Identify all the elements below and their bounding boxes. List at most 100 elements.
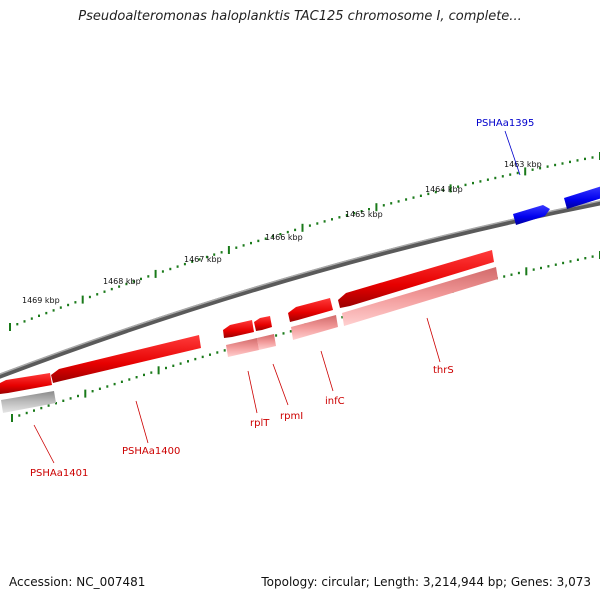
lower-track-minor-tick — [25, 411, 28, 415]
upper-track-minor-tick — [323, 220, 326, 223]
upper-track-minor-tick — [257, 239, 260, 243]
upper-track-minor-tick — [147, 275, 150, 278]
upper-track-minor-tick — [205, 255, 208, 259]
upper-track-minor-tick — [286, 230, 289, 234]
lower-track-minor-tick — [576, 258, 579, 261]
lower-track-minor-tick — [113, 382, 116, 386]
upper-track-minor-tick — [390, 202, 393, 205]
upper-tick-track — [9, 152, 600, 331]
lower-track-minor-tick — [209, 353, 211, 356]
backbone-arc — [0, 200, 600, 379]
upper-track-minor-tick — [23, 320, 26, 323]
gene-PSHAa1400[interactable] — [51, 335, 201, 383]
upper-track-minor-tick — [59, 306, 62, 309]
lower-track-minor-tick — [275, 334, 278, 337]
lower-track-minor-tick — [341, 316, 344, 319]
lower-track-minor-tick — [40, 406, 43, 410]
gene-PSHAa1395[interactable] — [513, 205, 550, 225]
upper-track-minor-tick — [191, 260, 194, 263]
lower-track-minor-tick — [289, 330, 292, 333]
upper-track-minor-tick — [294, 228, 297, 232]
upper-track-minor-tick — [531, 168, 534, 171]
label-PSHAa1401[interactable]: PSHAa1401 — [30, 468, 88, 479]
upper-track-minor-tick — [509, 173, 512, 176]
upper-track-minor-tick — [103, 290, 106, 293]
label-rpmI[interactable]: rpmI — [280, 411, 303, 422]
upper-track-minor-tick — [220, 251, 223, 254]
upper-track-minor-tick — [67, 303, 70, 307]
upper-track-minor-tick — [442, 189, 445, 192]
upper-track-minor-tick — [382, 204, 385, 207]
kbp-label-1464: 1464 kbp — [425, 185, 463, 194]
label-PSHAa1395[interactable]: PSHAa1395 — [476, 118, 534, 129]
upper-track-minor-tick — [427, 192, 430, 196]
upper-track-minor-tick — [125, 282, 128, 286]
label-PSHAa1400[interactable]: PSHAa1400 — [122, 446, 180, 457]
upper-track-minor-tick — [486, 178, 489, 181]
label-thrS[interactable]: thrS — [433, 365, 454, 376]
lower-track-major-tick — [11, 414, 13, 422]
upper-track-minor-tick — [464, 183, 467, 187]
kbp-label-1467: 1467 kbp — [184, 255, 222, 264]
leader-PSHAa1395 — [504, 130, 521, 176]
lower-track-minor-tick — [18, 414, 21, 417]
upper-track-minor-tick — [501, 175, 504, 178]
leader-rpmI — [272, 363, 289, 406]
upper-track-minor-tick — [539, 167, 542, 170]
gene-rplT[interactable] — [223, 320, 254, 338]
kbp-label-1468: 1468 kbp — [103, 277, 141, 286]
upper-track-minor-tick — [96, 293, 99, 296]
lower-track-minor-tick — [194, 357, 197, 361]
upper-track-minor-tick — [569, 160, 571, 164]
lower-track-minor-tick — [33, 409, 35, 412]
upper-track-minor-tick — [88, 295, 91, 299]
upper-track-major-tick — [154, 269, 157, 278]
lower-track-minor-tick — [179, 362, 182, 365]
upper-track-minor-tick — [419, 194, 422, 197]
upper-track-minor-tick — [272, 235, 274, 238]
lower-track-minor-tick — [47, 404, 50, 407]
lower-track-minor-tick — [165, 366, 167, 370]
upper-track-minor-tick — [250, 241, 252, 245]
upper-track-minor-tick — [561, 162, 564, 165]
topology-text: Topology: circular; Length: 3,214,944 bp… — [261, 575, 591, 589]
label-rplT[interactable]: rplT — [250, 418, 270, 429]
upper-track-minor-tick — [235, 246, 238, 249]
gene-PSHAa1401[interactable] — [0, 373, 52, 394]
lower-track-minor-tick — [91, 390, 94, 393]
upper-track-minor-tick — [264, 237, 267, 240]
upper-track-minor-tick — [345, 214, 348, 217]
upper-track-minor-tick — [52, 309, 55, 312]
gene-forward-partial[interactable] — [564, 186, 600, 209]
lower-track-minor-tick — [216, 351, 219, 354]
upper-track-minor-tick — [198, 258, 201, 261]
gene-thrS[interactable] — [338, 250, 494, 308]
gene-rpmI[interactable] — [254, 316, 272, 331]
upper-track-minor-tick — [576, 159, 579, 162]
upper-track-minor-tick — [405, 198, 408, 201]
upper-track-minor-tick — [161, 270, 164, 273]
upper-track-major-tick — [301, 223, 304, 232]
lower-track-minor-tick — [503, 275, 506, 278]
upper-track-major-tick — [227, 246, 230, 254]
upper-track-minor-tick — [279, 233, 282, 236]
upper-track-minor-tick — [110, 287, 113, 291]
upper-track-minor-tick — [591, 156, 594, 159]
upper-track-major-tick — [524, 167, 527, 176]
upper-track-minor-tick — [38, 314, 40, 317]
gene-infC[interactable] — [288, 298, 333, 322]
lower-track-minor-tick — [172, 364, 175, 367]
upper-track-minor-tick — [331, 218, 333, 221]
upper-track-minor-tick — [584, 157, 586, 161]
lower-track-major-tick — [157, 366, 160, 375]
lower-track-minor-tick — [562, 261, 565, 265]
lower-track-minor-tick — [98, 387, 101, 390]
upper-track-major-tick — [81, 295, 84, 304]
kbp-label-1469: 1469 kbp — [22, 296, 60, 305]
lower-track-minor-tick — [135, 376, 138, 379]
upper-track-minor-tick — [45, 311, 48, 315]
label-infC[interactable]: infC — [325, 396, 345, 407]
lower-track-minor-tick — [128, 378, 131, 381]
upper-track-minor-tick — [308, 224, 311, 227]
